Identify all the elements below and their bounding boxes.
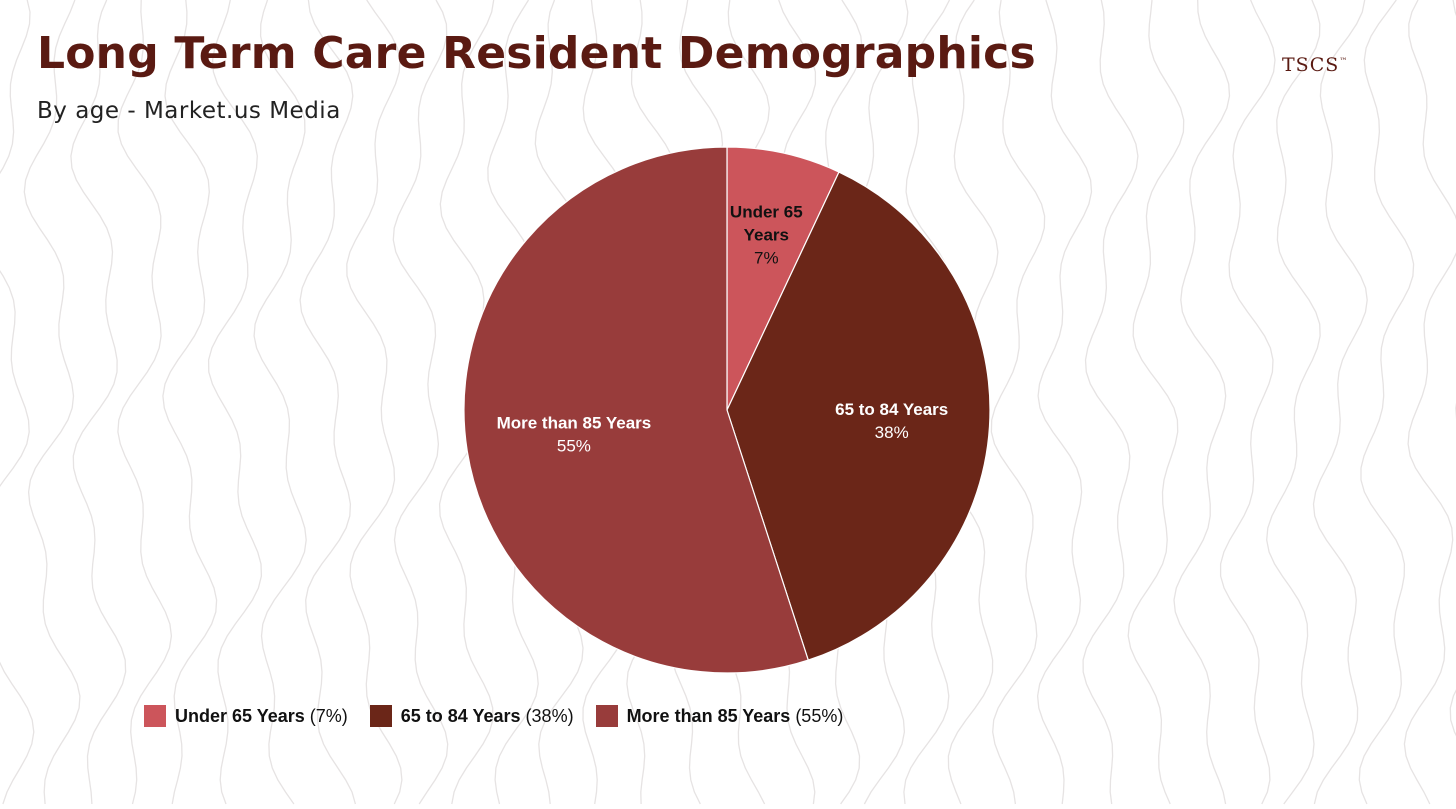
slice-label: More than 85 Years — [497, 414, 652, 433]
page-subtitle: By age - Market.us Media — [37, 98, 341, 124]
legend-label: More than 85 Years — [626, 705, 791, 726]
contour-line — [990, 0, 1046, 805]
legend-item: 65 to 84 Years (38%) — [369, 705, 574, 727]
contour-line — [1403, 0, 1456, 805]
slice-label: Under 65 — [730, 202, 803, 221]
contour-line — [70, 0, 127, 805]
page-title: Long Term Care Resident Demographics — [37, 28, 1036, 79]
contour-line — [253, 0, 307, 805]
brand-logo: TSCS™ — [1282, 54, 1347, 76]
contour-line — [1219, 0, 1276, 805]
legend-percent: (7%) — [309, 705, 348, 726]
slice-percent-label: 7% — [754, 248, 779, 267]
slice-percent-label: 55% — [557, 437, 591, 456]
contour-line — [1082, 0, 1139, 805]
legend-percent: (38%) — [525, 705, 574, 726]
pie-slice — [726, 171, 991, 661]
legend-label: Under 65 Years — [175, 705, 305, 726]
legend-swatch — [369, 705, 392, 727]
contour-line — [117, 0, 173, 805]
brand-name: TSCS — [1282, 54, 1340, 76]
pie-slice — [463, 146, 810, 674]
contour-line — [346, 0, 403, 805]
contour-line — [392, 0, 449, 805]
contour-line — [1173, 0, 1231, 805]
pie-slice — [726, 146, 840, 411]
legend-percent: (55%) — [795, 705, 844, 726]
slice-percent-label: 38% — [875, 423, 909, 442]
legend-item: Under 65 Years (7%) — [144, 705, 348, 727]
legend-label: 65 to 84 Years — [400, 705, 521, 726]
contour-line — [1127, 0, 1185, 805]
contour-line — [1266, 0, 1321, 805]
contour-line — [162, 0, 218, 805]
contour-line — [299, 0, 357, 805]
contour-line — [1358, 0, 1415, 805]
trademark-mark: ™ — [1339, 56, 1348, 66]
slice-label: 65 to 84 Years — [835, 400, 948, 419]
legend-swatch — [595, 705, 618, 727]
contour-line — [207, 0, 263, 805]
contour-line — [23, 0, 81, 805]
legend-item: More than 85 Years (55%) — [595, 705, 844, 727]
chart-legend: Under 65 Years (7%) 65 to 84 Years (38%)… — [144, 705, 843, 727]
contour-line — [0, 0, 35, 805]
contour-line — [1312, 0, 1368, 805]
slice-label: Years — [744, 225, 789, 244]
contour-line — [1036, 0, 1093, 805]
legend-swatch — [144, 705, 166, 727]
